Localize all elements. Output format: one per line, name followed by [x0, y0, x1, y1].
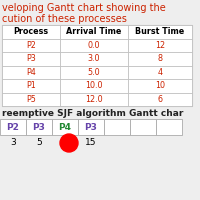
- Text: 3: 3: [10, 138, 16, 147]
- Bar: [128, 66, 192, 79]
- Bar: [128, 38, 192, 52]
- Text: P2: P2: [7, 122, 19, 132]
- Text: P3: P3: [85, 122, 97, 132]
- Bar: [60, 52, 128, 66]
- Text: P5: P5: [26, 95, 36, 104]
- Text: P1: P1: [26, 81, 36, 90]
- Text: 12: 12: [155, 41, 165, 50]
- Bar: [2, 66, 60, 79]
- Bar: [2, 52, 60, 66]
- Bar: [128, 92, 192, 106]
- Bar: [156, 119, 182, 135]
- Text: 3.0: 3.0: [88, 54, 100, 63]
- Bar: [2, 25, 192, 106]
- Text: 5.0: 5.0: [88, 68, 100, 77]
- Bar: [2, 25, 60, 38]
- Text: 6: 6: [158, 95, 162, 104]
- Bar: [60, 25, 128, 38]
- Text: 9: 9: [62, 138, 68, 147]
- Text: P4: P4: [58, 122, 72, 132]
- Text: 4: 4: [158, 68, 162, 77]
- Bar: [128, 52, 192, 66]
- Text: 10.0: 10.0: [85, 81, 103, 90]
- Text: 10: 10: [155, 81, 165, 90]
- Text: Process: Process: [13, 27, 49, 36]
- Bar: [52, 119, 78, 135]
- Text: 0.0: 0.0: [88, 41, 100, 50]
- Text: Burst Time: Burst Time: [135, 27, 185, 36]
- Text: P4: P4: [26, 68, 36, 77]
- Bar: [60, 79, 128, 92]
- Text: reemptive SJF algorithm Gantt char: reemptive SJF algorithm Gantt char: [2, 109, 183, 118]
- Text: 5: 5: [36, 138, 42, 147]
- Text: P3: P3: [26, 54, 36, 63]
- Text: cution of these processes: cution of these processes: [2, 14, 127, 24]
- Text: P2: P2: [26, 41, 36, 50]
- Text: Arrival Time: Arrival Time: [66, 27, 122, 36]
- Text: 8: 8: [158, 54, 162, 63]
- Bar: [26, 119, 52, 135]
- Bar: [128, 79, 192, 92]
- Text: 12.0: 12.0: [85, 95, 103, 104]
- Text: P3: P3: [33, 122, 45, 132]
- Bar: [128, 25, 192, 38]
- Bar: [2, 38, 60, 52]
- Bar: [60, 38, 128, 52]
- Bar: [78, 119, 104, 135]
- Bar: [60, 66, 128, 79]
- Circle shape: [60, 134, 78, 152]
- Bar: [104, 119, 130, 135]
- Text: 15: 15: [85, 138, 97, 147]
- Bar: [2, 79, 60, 92]
- Bar: [0, 119, 26, 135]
- Text: veloping Gantt chart showing the: veloping Gantt chart showing the: [2, 3, 166, 13]
- Bar: [60, 92, 128, 106]
- Bar: [130, 119, 156, 135]
- Bar: [2, 92, 60, 106]
